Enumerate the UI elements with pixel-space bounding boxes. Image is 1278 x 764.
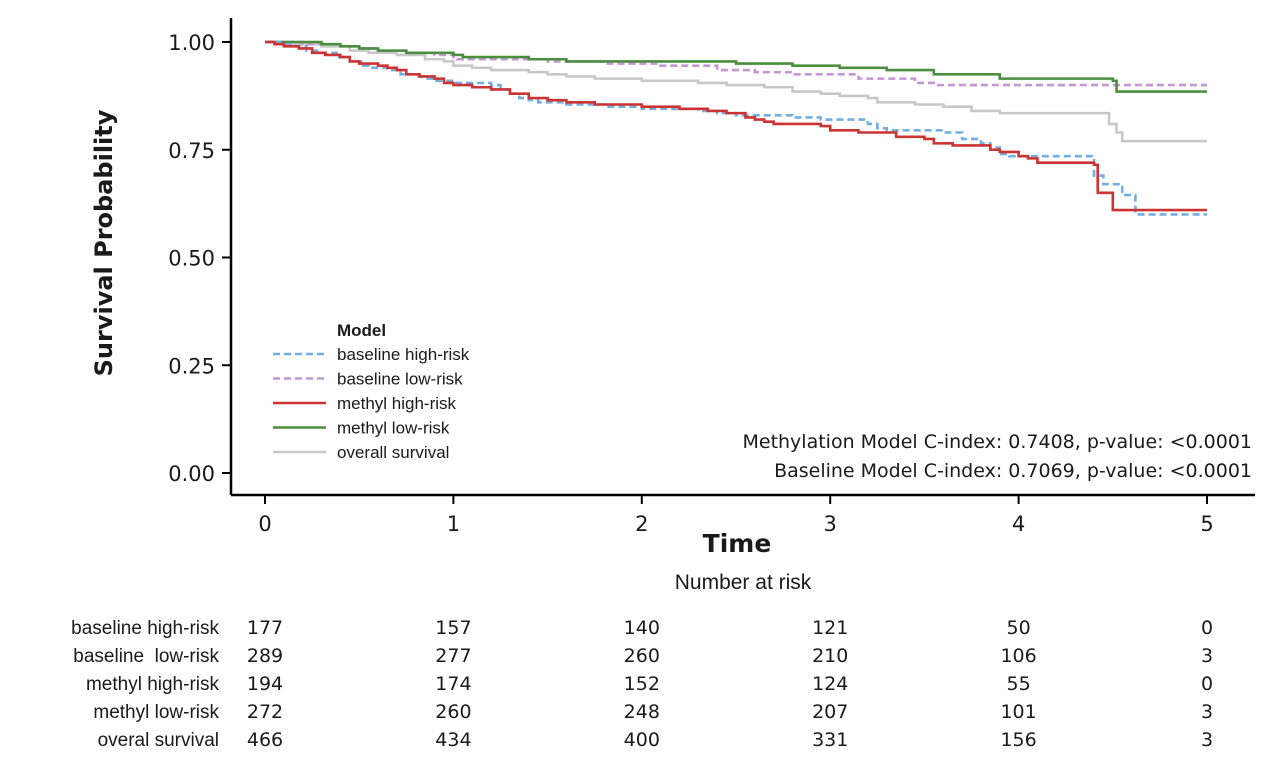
risk-cell: 260 xyxy=(435,701,471,723)
y-axis-title: Survival Probability xyxy=(90,109,118,376)
risk-cell: 434 xyxy=(435,729,471,751)
risk-cell: 140 xyxy=(624,617,660,639)
risk-cell: 272 xyxy=(247,701,283,723)
risk-row-label: overal survival xyxy=(98,730,219,751)
x-tick-label: 4 xyxy=(1012,512,1025,536)
legend-entry-label: baseline high-risk xyxy=(337,345,470,364)
risk-cell: 174 xyxy=(435,673,471,695)
series-line-baseline-high-risk xyxy=(265,40,1207,216)
x-ticks: 0 1 2 3 4 5 xyxy=(258,495,1214,536)
risk-cell: 331 xyxy=(812,729,848,751)
risk-cell: 121 xyxy=(812,617,848,639)
y-tick-label: 1.00 xyxy=(168,31,215,55)
risk-row-label: methyl low-risk xyxy=(93,702,219,723)
y-tick-label: 0.00 xyxy=(168,462,215,486)
risk-cell: 3 xyxy=(1201,729,1213,751)
risk-cell: 177 xyxy=(247,617,283,639)
legend-title: Model xyxy=(337,321,386,340)
x-axis-title: Time xyxy=(703,529,772,558)
legend-entry-label: baseline low-risk xyxy=(337,370,463,389)
x-tick-label: 5 xyxy=(1200,512,1213,536)
methylation-cindex-annotation: Methylation Model C-index: 0.7408, p-val… xyxy=(742,431,1252,453)
risk-table: baseline high-risk 177 157 140 121 50 0 baselin… xyxy=(71,617,1213,751)
risk-row-label: baseline high-risk xyxy=(71,618,219,639)
risk-cell: 157 xyxy=(435,617,471,639)
legend-entry-label: methyl high-risk xyxy=(337,394,457,413)
legend-entry-label: overall survival xyxy=(337,443,449,462)
series-line-methyl-high-risk xyxy=(265,40,1207,212)
risk-cell: 248 xyxy=(624,701,660,723)
risk-cell: 194 xyxy=(247,673,283,695)
risk-cell: 207 xyxy=(812,701,848,723)
risk-cell: 289 xyxy=(247,645,283,667)
risk-cell: 152 xyxy=(624,673,660,695)
baseline-cindex-annotation: Baseline Model C-index: 0.7069, p-value:… xyxy=(774,460,1252,482)
risk-cell: 124 xyxy=(812,673,848,695)
y-tick-label: 0.75 xyxy=(168,139,215,163)
x-tick-label: 1 xyxy=(447,512,460,536)
x-tick-label: 2 xyxy=(635,512,648,536)
series-line-methyl-low-risk xyxy=(265,40,1207,93)
series-line-overall-survival xyxy=(265,40,1207,143)
y-tick-label: 0.25 xyxy=(168,354,215,378)
risk-cell: 260 xyxy=(624,645,660,667)
risk-cell: 0 xyxy=(1201,617,1213,639)
x-tick-label: 0 xyxy=(258,512,271,536)
risk-cell: 400 xyxy=(624,729,660,751)
risk-cell: 101 xyxy=(1000,701,1036,723)
risk-cell: 55 xyxy=(1007,673,1031,695)
risk-table-title: Number at risk xyxy=(675,571,812,594)
legend: Model baseline high-risk baseline low-ris… xyxy=(273,321,470,462)
risk-cell: 277 xyxy=(435,645,471,667)
risk-cell: 3 xyxy=(1201,701,1213,723)
risk-cell: 50 xyxy=(1007,617,1031,639)
legend-entry-label: methyl low-risk xyxy=(337,419,450,438)
y-ticks: 0.00 0.25 0.50 0.75 1.00 xyxy=(168,31,231,486)
x-tick-label: 3 xyxy=(824,512,837,536)
risk-cell: 3 xyxy=(1201,645,1213,667)
risk-cell: 466 xyxy=(247,729,283,751)
risk-cell: 210 xyxy=(812,645,848,667)
risk-row-label: methyl high-risk xyxy=(86,674,220,695)
y-tick-label: 0.50 xyxy=(168,247,215,271)
risk-cell: 156 xyxy=(1000,729,1036,751)
series-layer xyxy=(265,40,1207,216)
risk-cell: 0 xyxy=(1201,673,1213,695)
risk-row-label: baseline low-risk xyxy=(73,646,219,667)
risk-cell: 106 xyxy=(1000,645,1036,667)
